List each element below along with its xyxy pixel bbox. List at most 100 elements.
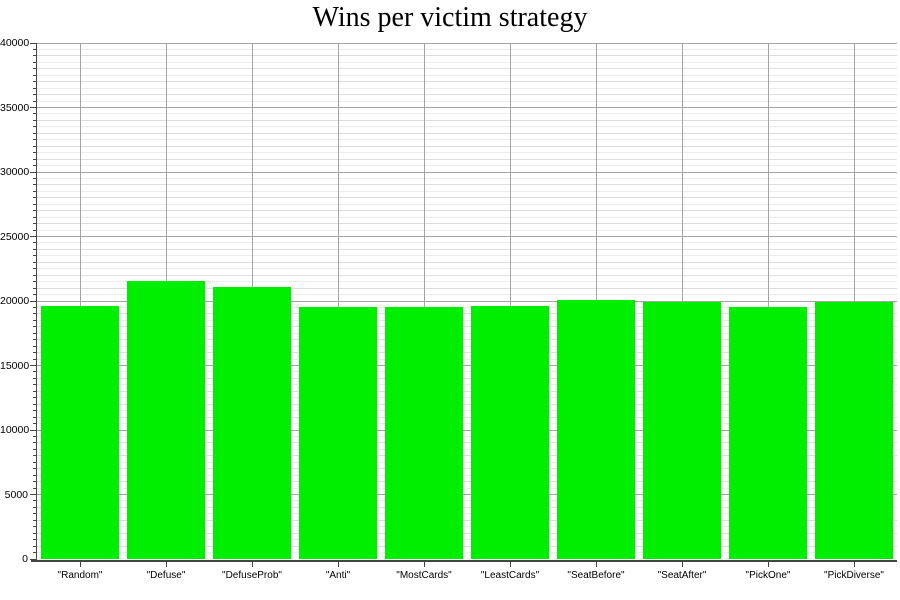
y-axis-minor-tick [33,403,36,405]
x-axis-tick [509,562,511,567]
gridline-minor [37,242,897,244]
y-axis-minor-tick [33,268,36,270]
gridline-vertical [853,43,855,559]
y-axis-minor-tick [33,552,36,554]
x-axis-category-label: "SeatAfter" [657,570,707,581]
gridline-minor [37,358,897,360]
y-axis-minor-tick [33,94,36,96]
x-axis-category-label: "DefuseProb" [222,570,282,581]
x-axis-line [31,560,897,562]
y-axis-tick-label: 0 [22,553,28,565]
gridline-minor [37,435,897,437]
gridline-minor [37,481,897,483]
gridline-minor [37,390,897,392]
y-axis-minor-tick [33,100,36,102]
x-axis-category-label: "LeastCards" [480,570,540,581]
gridline-minor [37,468,897,470]
y-axis-minor-tick [33,74,36,76]
gridline-vertical [423,43,425,559]
y-axis-major-tick [30,494,36,495]
gridline-minor [37,281,897,283]
gridline-minor [37,345,897,347]
y-axis-minor-tick [33,152,36,154]
bar-anti [299,306,377,559]
y-axis-minor-tick [33,448,36,450]
y-axis-tick-label: 35000 [0,101,30,114]
gridline-minor [37,261,897,263]
x-axis-category-label: "Defuse" [146,570,186,581]
y-axis-minor-tick [33,384,36,386]
gridline-minor [37,126,897,128]
gridline-minor [37,287,897,289]
gridline-minor [37,203,897,205]
y-axis-minor-tick [33,223,36,225]
y-axis-minor-tick [33,126,36,128]
y-axis-minor-tick [33,132,36,134]
gridline-minor [37,545,897,547]
y-axis-minor-tick [33,87,36,89]
gridline-minor [37,332,897,334]
y-axis-minor-tick [33,455,36,457]
x-axis-category-label: "PickOne" [745,570,791,581]
gridline-major [37,171,897,173]
bar-pickdiverse [815,302,893,559]
y-axis-major-tick [30,300,36,302]
y-axis-minor-tick [33,139,36,141]
gridline-minor [37,81,897,83]
gridline-vertical [767,43,769,559]
y-axis-minor-tick [33,474,36,476]
y-axis-minor-tick [33,545,36,547]
gridline-minor [37,268,897,270]
gridline-minor [37,74,897,76]
gridline-minor [37,255,897,257]
gridline-minor [37,532,897,534]
gridline-minor [37,526,897,528]
y-axis-tick-label: 10000 [0,424,30,436]
gridline-minor [37,377,897,379]
gridline-minor [37,152,897,154]
y-axis-minor-tick [33,481,36,483]
y-axis-minor-tick [33,423,36,425]
y-axis-minor-tick [33,468,36,470]
gridline-minor [37,448,897,450]
gridline-vertical [337,43,339,559]
y-axis-minor-tick [33,500,36,502]
y-axis-minor-tick [33,313,36,315]
gridline-major [37,494,897,495]
y-axis-minor-tick [33,410,36,412]
x-axis-category-label: "SeatBefore" [567,570,625,581]
y-axis-minor-tick [33,119,36,121]
gridline-minor [37,294,897,296]
y-axis-minor-tick [33,229,36,231]
y-axis-minor-tick [33,506,36,508]
gridline-minor [37,461,897,463]
y-axis-minor-tick [33,442,36,444]
gridline-minor [37,139,897,141]
gridline-minor [37,223,897,225]
gridline-minor [37,274,897,276]
bar-defuse [127,281,205,559]
x-axis-tick [337,562,339,567]
y-axis-tick-label: 5000 [4,488,28,501]
y-axis-tick-label: 15000 [0,359,30,372]
y-axis-minor-tick [33,461,36,463]
y-axis-minor-tick [33,165,36,167]
gridline-major [37,365,897,366]
y-axis-minor-tick [33,255,36,257]
gridline-minor [37,184,897,186]
y-axis-minor-tick [33,397,36,399]
bar-leastcards [471,305,549,559]
x-axis-tick [853,562,855,567]
gridline-minor [37,539,897,541]
x-axis-category-label: "Anti" [325,570,351,581]
y-axis-minor-tick [33,55,36,57]
gridline-minor [37,158,897,160]
y-axis-minor-tick [33,435,36,437]
gridline-minor [37,190,897,192]
gridline-minor [37,410,897,412]
gridline-minor [37,113,897,115]
gridline-minor [37,229,897,231]
gridline-minor [37,519,897,521]
y-axis-minor-tick [33,274,36,276]
x-axis-category-label: "PickDiverse" [824,570,884,581]
